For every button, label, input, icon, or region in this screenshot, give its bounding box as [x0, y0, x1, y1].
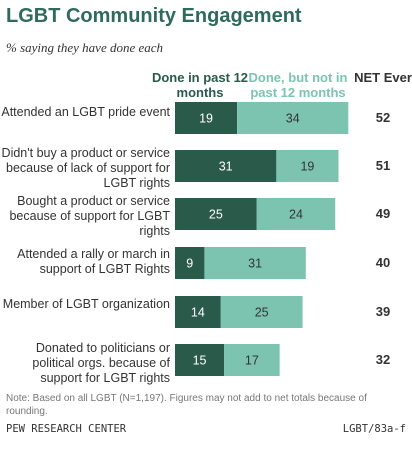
net-value-bought: 49 [375, 206, 391, 221]
row-label-pride-event: Attended an LGBT pride event [1, 105, 170, 119]
net-value-pride-event: 52 [375, 110, 391, 125]
row-label-donated: Donated to politicians or political orgs… [32, 341, 170, 385]
bar-dark-didnt-buy [175, 150, 277, 182]
row-label-didnt-buy: Didn't buy a product or service because … [1, 146, 170, 190]
bar-dark-bought [175, 198, 257, 230]
bar-dark-donated [175, 344, 225, 376]
net-value-rally: 40 [375, 255, 391, 270]
bar-dark-rally [175, 247, 205, 279]
net-value-didnt-buy: 51 [375, 158, 391, 173]
bar-label-light-rally: 31 [248, 257, 262, 271]
bar-label-dark-rally: 9 [186, 257, 193, 271]
bar-light-didnt-buy [276, 150, 339, 182]
bar-label-light-bought: 24 [289, 208, 303, 222]
bar-dark-member [175, 296, 221, 328]
bar-light-pride-event [237, 102, 349, 134]
chart-title: LGBT Community Engagement [6, 5, 302, 27]
bar-light-member [220, 296, 303, 328]
bar-label-light-member: 25 [255, 306, 269, 320]
bar-label-dark-donated: 15 [193, 354, 207, 368]
net-value-donated: 32 [375, 352, 391, 367]
bar-label-dark-didnt-buy: 31 [219, 160, 233, 174]
bar-label-light-didnt-buy: 19 [300, 160, 314, 174]
bar-light-rally [204, 247, 306, 279]
bar-label-light-donated: 17 [245, 354, 259, 368]
net-value-member: 39 [375, 304, 391, 319]
legend-net-ever: NET Ever [354, 70, 412, 85]
bar-label-light-pride-event: 34 [286, 112, 300, 126]
footnote: Note: Based on all LGBT (N=1,197). Figur… [6, 393, 367, 417]
source-label: PEW RESEARCH CENTER [6, 423, 127, 435]
legend-done-not-past-12-months: Done, but not in past 12 months [248, 70, 348, 100]
bar-label-dark-member: 14 [191, 306, 205, 320]
bar-label-dark-pride-event: 19 [199, 112, 213, 126]
row-label-bought: Bought a product or service because of s… [9, 194, 170, 238]
bar-light-bought [256, 198, 336, 230]
legend-done-past-12-months: Done in past 12 months [151, 70, 249, 100]
bar-label-dark-bought: 25 [209, 208, 223, 222]
row-label-rally: Attended a rally or march in support of … [17, 247, 170, 276]
row-label-member: Member of LGBT organization [2, 297, 170, 311]
chart-subtitle: % saying they have done each [6, 40, 164, 55]
bar-light-donated [224, 344, 280, 376]
report-code: LGBT/83a-f [342, 423, 406, 435]
bar-dark-pride-event [175, 102, 238, 134]
